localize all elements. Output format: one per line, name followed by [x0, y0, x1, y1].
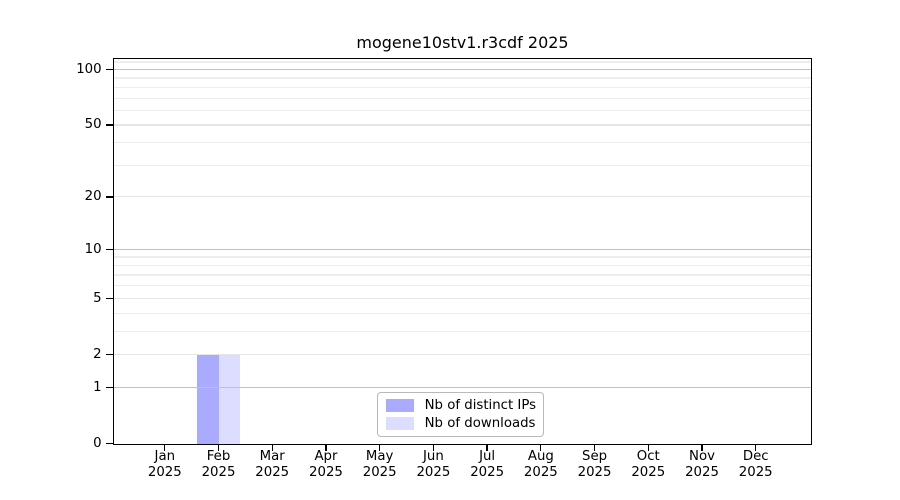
x-tick-label-line: 2025	[255, 464, 290, 480]
x-tick-label: Feb 2025	[202, 449, 236, 481]
x-tick-mark	[271, 443, 273, 452]
gridline	[113, 330, 811, 332]
bar-downloads	[218, 354, 240, 444]
x-tick-mark	[217, 443, 220, 452]
x-tick-label-line: Nov	[689, 449, 715, 465]
x-tick-label-line: May	[365, 449, 394, 465]
x-tick-label-line: 2025	[577, 464, 612, 480]
x-tick-mark	[486, 443, 488, 452]
x-tick-label-line: 2025	[631, 464, 666, 480]
y-tick-mark	[105, 196, 114, 198]
x-tick-label: Jul 2025	[470, 449, 504, 481]
y-tick-label: 2	[93, 347, 102, 363]
x-tick-mark	[432, 443, 435, 452]
x-tick-label: Dec 2025	[739, 449, 773, 481]
legend-swatch-downloads	[385, 416, 414, 430]
x-tick-label-line: 2025	[685, 464, 719, 480]
x-tick-label-line: Apr	[314, 449, 338, 465]
y-tick-mark	[105, 248, 114, 250]
x-tick-label-line: 2025	[362, 464, 397, 480]
y-tick-label: 20	[84, 189, 102, 205]
x-tick-label-line: Jan	[154, 449, 176, 465]
x-tick-mark	[540, 443, 542, 452]
gridline	[113, 109, 811, 112]
x-tick-label: Nov 2025	[685, 449, 719, 481]
x-tick-label: Jun 2025	[416, 449, 450, 481]
x-tick-mark	[647, 443, 649, 452]
plot-area: Nb of distinct IPs Nb of downloads Jan 20…	[76, 57, 812, 480]
gridline	[113, 86, 811, 89]
gridline	[113, 77, 811, 79]
legend-item-downloads: Nb of downloads	[378, 416, 543, 431]
x-tick-mark	[755, 443, 757, 452]
x-tick-label-line: Aug	[527, 449, 554, 465]
gridline	[113, 274, 811, 276]
x-tick-label-line: Oct	[636, 449, 660, 465]
x-tick-label-line: 2025	[416, 464, 451, 480]
y-tick-label: 100	[76, 62, 102, 78]
x-tick-mark	[593, 443, 596, 452]
gridline	[113, 142, 811, 144]
x-tick-label-line: 2025	[523, 464, 558, 480]
x-tick-label: May 2025	[363, 449, 397, 481]
x-tick-label: Sep 2025	[578, 449, 612, 481]
y-tick-mark	[105, 353, 114, 356]
gridline	[113, 285, 811, 287]
x-tick-mark	[379, 443, 381, 452]
gridline	[113, 68, 811, 71]
y-tick-label: 50	[84, 117, 102, 133]
y-tick-label: 5	[93, 290, 102, 306]
legend-label-downloads: Nb of downloads	[424, 415, 536, 431]
y-tick-label: 1	[93, 379, 102, 395]
x-tick-label: Jan 2025	[148, 449, 182, 481]
legend-label-distinct-ips: Nb of distinct IPs	[424, 397, 537, 413]
gridline	[113, 264, 811, 267]
y-tick-mark	[105, 386, 114, 389]
legend-item-distinct-ips: Nb of distinct IPs	[378, 398, 543, 413]
legend-swatch-distinct-ips	[385, 398, 414, 412]
x-tick-label-line: 2025	[201, 464, 236, 480]
y-tick-label: 10	[84, 241, 102, 257]
x-tick-label-line: Jul	[479, 449, 496, 465]
legend: Nb of distinct IPs Nb of downloads	[376, 391, 544, 437]
y-tick-mark	[105, 442, 114, 445]
y-tick-label: 0	[93, 436, 102, 452]
bar-distinct-ips	[197, 354, 219, 444]
x-tick-mark	[164, 443, 166, 452]
gridline	[113, 61, 811, 63]
gridline	[113, 97, 811, 99]
y-tick-mark	[105, 124, 114, 126]
x-tick-label: Mar 2025	[255, 449, 289, 481]
x-tick-label-line: Mar	[259, 449, 285, 465]
chart-title: mogene10stv1.r3cdf 2025	[356, 33, 569, 52]
x-tick-label-line: Sep	[582, 449, 608, 465]
gridline	[113, 164, 811, 166]
x-tick-mark	[325, 443, 327, 452]
x-tick-label-line: 2025	[470, 464, 505, 480]
gridline	[113, 353, 811, 356]
y-tick-mark	[105, 297, 114, 300]
x-tick-label-line: Dec	[742, 449, 769, 465]
x-tick-mark	[701, 443, 703, 452]
x-tick-label-line: 2025	[738, 464, 773, 480]
gridline	[113, 196, 811, 198]
gridline	[113, 124, 811, 126]
x-tick-label-line: 2025	[309, 464, 343, 480]
gridline	[113, 248, 811, 250]
gridline	[113, 386, 811, 388]
y-tick-mark	[105, 68, 114, 71]
x-tick-label: Apr 2025	[309, 449, 343, 481]
gridline	[113, 256, 811, 258]
gridline	[113, 312, 811, 314]
gridline	[113, 297, 811, 299]
x-tick-label: Aug 2025	[524, 449, 558, 481]
x-tick-label-line: Feb	[206, 449, 231, 465]
x-tick-label-line: Jun	[423, 449, 444, 465]
x-tick-label: Oct 2025	[631, 449, 665, 481]
x-tick-label-line: 2025	[147, 464, 182, 480]
